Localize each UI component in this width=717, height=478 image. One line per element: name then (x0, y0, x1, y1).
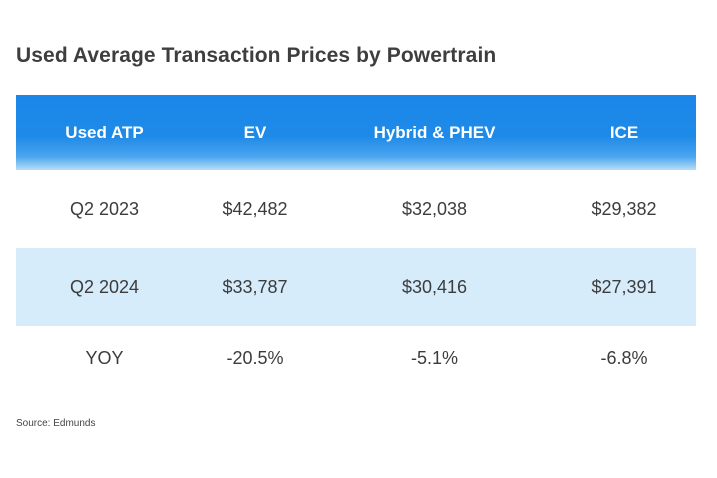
cell-ev: $42,482 (222, 198, 288, 219)
table-header: Used ATP EV Hybrid & PHEV ICE (16, 95, 696, 170)
row-label: YOY (85, 347, 124, 368)
cell-ev: $33,787 (222, 276, 288, 297)
table-row-q2-2024: Q2 2024 $33,787 $30,416 $27,391 (16, 248, 696, 326)
row-label: Q2 2023 (69, 198, 140, 219)
table-row-yoy: YOY -20.5% -5.1% -6.8% (16, 326, 696, 404)
table-body: Q2 2023 $42,482 $32,038 $29,382 Q2 2024 … (16, 170, 696, 404)
source-note: Source: Edmunds (16, 418, 96, 429)
header-row: Used ATP EV Hybrid & PHEV ICE (16, 95, 696, 170)
cell-ev: -20.5% (226, 347, 284, 368)
header-cell-hybrid-phev: Hybrid & PHEV (373, 122, 496, 142)
cell-hybrid-phev: $32,038 (401, 198, 468, 219)
cell-ice: $29,382 (591, 198, 657, 219)
header-cell-used-atp: Used ATP (65, 122, 144, 142)
header-cell-ice: ICE (609, 122, 639, 142)
cell-ice: -6.8% (600, 347, 648, 368)
cell-ice: $27,391 (591, 276, 657, 297)
chart-title: Used Average Transaction Prices by Power… (16, 44, 497, 67)
table-row-q2-2023: Q2 2023 $42,482 $32,038 $29,382 (16, 170, 696, 248)
cell-hybrid-phev: -5.1% (410, 347, 459, 368)
header-cell-ev: EV (243, 122, 267, 142)
row-label: Q2 2024 (69, 276, 140, 297)
cell-hybrid-phev: $30,416 (401, 276, 468, 297)
price-table: Used ATP EV Hybrid & PHEV ICE Q2 2023 $4… (16, 95, 696, 404)
